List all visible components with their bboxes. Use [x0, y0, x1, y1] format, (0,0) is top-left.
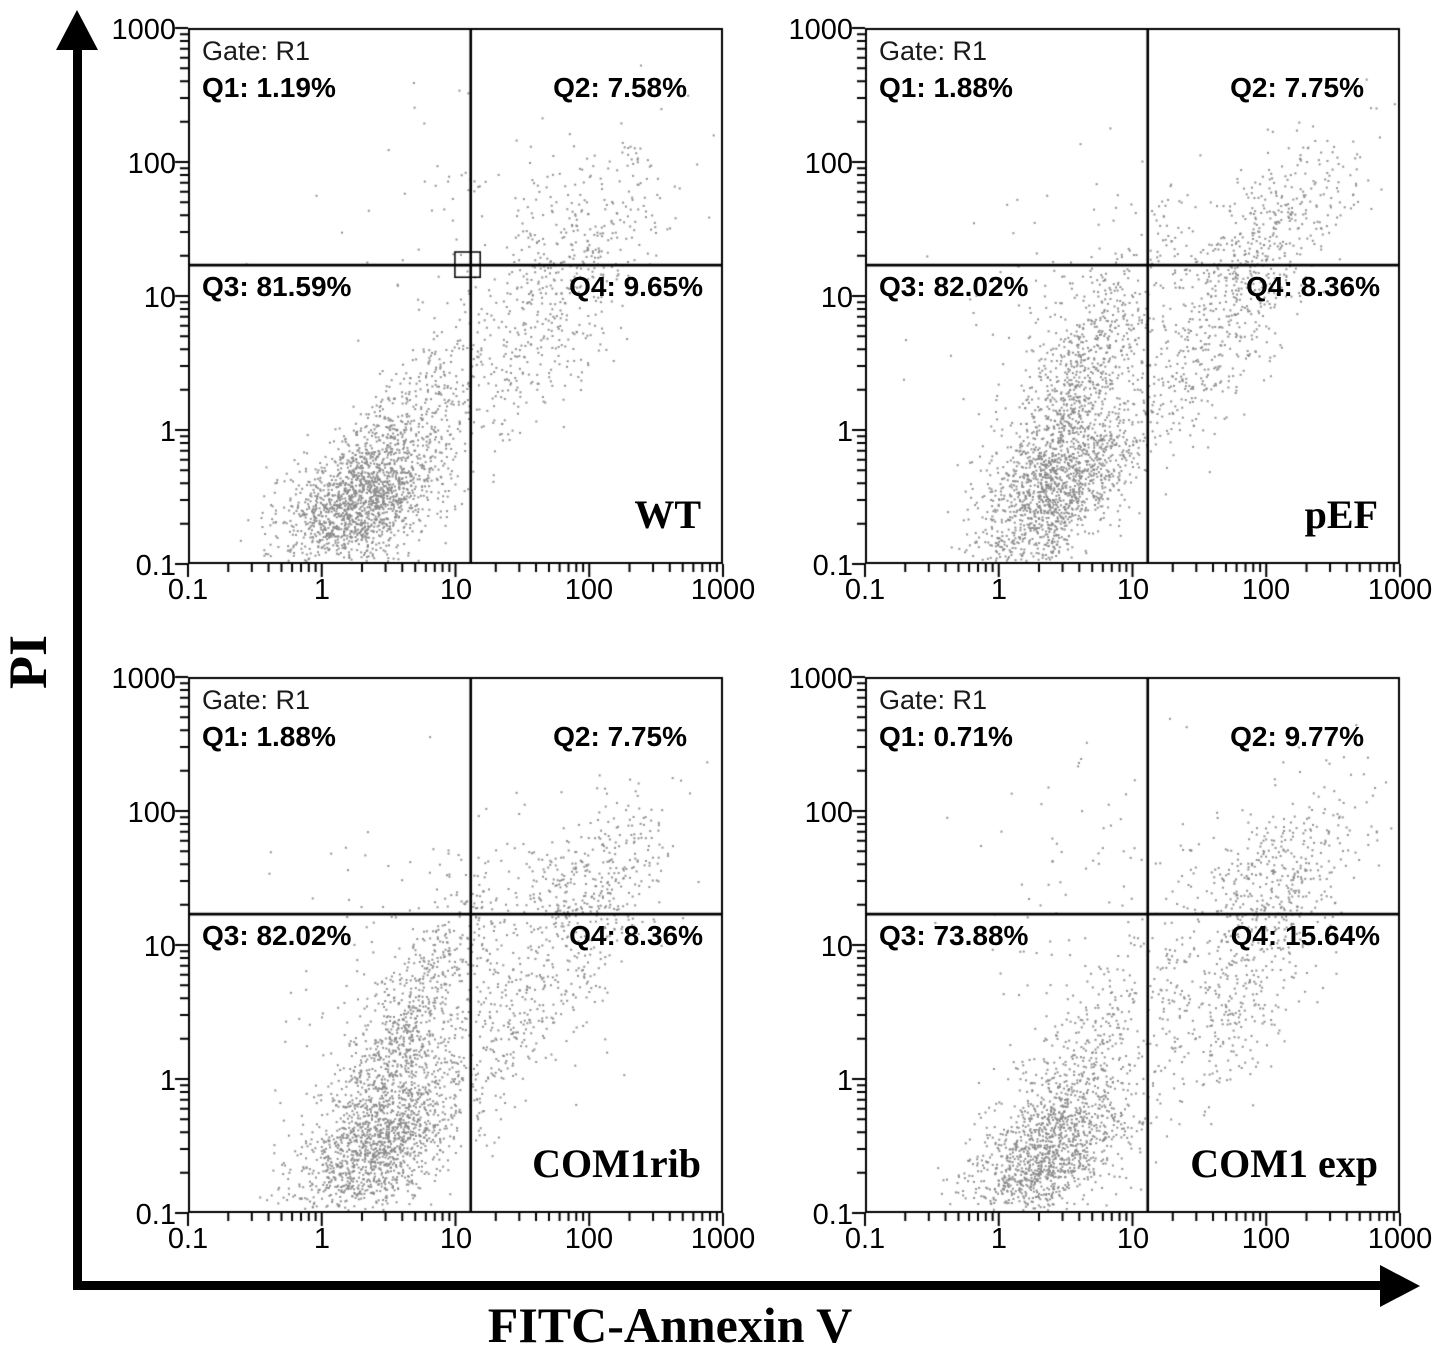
scatter-canvas-com1exp: [849, 675, 1402, 1229]
facs-panel-wt: 1000 100 10 1 0.1 0.1 1 10 100 1000 Gate…: [111, 14, 755, 606]
y-tick-label: 1: [159, 416, 176, 448]
x-tick-label: 0.1: [167, 574, 209, 606]
panel-title: pEF: [1304, 492, 1378, 537]
facs-panel-com1rib: 1000 100 10 1 0.1 0.1 1 10 100 1000 Gate…: [111, 663, 755, 1255]
x-tick-label: 1: [990, 574, 1008, 606]
quadrant-label-q2: Q2: 7.58%: [553, 72, 687, 103]
y-tick-label: 1: [836, 1065, 853, 1097]
y-axis-title: PI: [0, 635, 58, 689]
x-tick-label: 0.1: [167, 1223, 209, 1255]
y-tick-label: 1000: [788, 14, 853, 46]
x-tick-label: 1: [313, 1223, 331, 1255]
quadrant-label-q3: Q3: 81.59%: [202, 271, 352, 302]
y-tick-label: 0.1: [812, 550, 853, 582]
quadrant-label-q2: Q2: 7.75%: [553, 721, 687, 752]
quadrant-label-q4: Q4: 8.36%: [569, 920, 703, 951]
y-axis-arrow-shaft: [73, 44, 82, 1288]
panel-title: COM1rib: [532, 1141, 701, 1186]
quadrant-label-q2: Q2: 9.77%: [1230, 721, 1364, 752]
y-tick-label: 100: [804, 148, 853, 180]
x-tick-label: 0.1: [844, 574, 886, 606]
quadrant-label-q3: Q3: 82.02%: [202, 920, 352, 951]
quadrant-label-q2: Q2: 7.75%: [1230, 72, 1364, 103]
y-tick-label: 1: [836, 416, 853, 448]
y-tick-label: 10: [143, 282, 176, 314]
x-tick-label: 10: [439, 574, 473, 606]
scatter-canvas-wt: [172, 26, 725, 580]
gate-label: Gate: R1: [879, 685, 988, 715]
quadrant-label-q1: Q1: 1.88%: [202, 721, 336, 752]
facs-panel-com1exp: 1000 100 10 1 0.1 0.1 1 10 100 1000 Gate…: [788, 663, 1432, 1255]
y-tick-label: 10: [143, 931, 176, 963]
gate-label: Gate: R1: [879, 36, 988, 66]
quadrant-label-q3: Q3: 73.88%: [879, 920, 1029, 951]
y-tick-label: 0.1: [135, 1199, 176, 1231]
y-tick-label: 1000: [788, 663, 853, 695]
gate-label: Gate: R1: [202, 36, 311, 66]
x-tick-label: 10: [439, 1223, 473, 1255]
facs-panel-pef: 1000 100 10 1 0.1 0.1 1 10 100 1000 Gate…: [788, 14, 1432, 606]
scatter-canvas-com1rib: [172, 675, 725, 1229]
y-tick-label: 10: [820, 931, 853, 963]
x-tick-label: 0.1: [844, 1223, 886, 1255]
quadrant-label-q1: Q1: 1.88%: [879, 72, 1013, 103]
x-tick-label: 1000: [1367, 1223, 1433, 1255]
x-tick-label: 100: [564, 1223, 614, 1255]
x-tick-label: 10: [1116, 574, 1150, 606]
x-tick-label: 1000: [690, 1223, 756, 1255]
y-tick-label: 10: [820, 282, 853, 314]
quadrant-label-q1: Q1: 0.71%: [879, 721, 1013, 752]
quadrant-label-q4: Q4: 9.65%: [569, 271, 703, 302]
y-tick-label: 0.1: [135, 550, 176, 582]
x-tick-label: 1: [313, 574, 331, 606]
quadrant-label-q4: Q4: 15.64%: [1230, 920, 1380, 951]
y-tick-label: 1: [159, 1065, 176, 1097]
y-tick-label: 100: [804, 797, 853, 829]
quadrant-label-q1: Q1: 1.19%: [202, 72, 336, 103]
x-tick-label: 1000: [1367, 574, 1433, 606]
x-tick-label: 100: [564, 574, 614, 606]
x-axis-title: FITC-Annexin V: [487, 1297, 853, 1353]
panel-title: COM1 exp: [1190, 1141, 1378, 1186]
y-tick-label: 1000: [111, 14, 176, 46]
x-tick-label: 1: [990, 1223, 1008, 1255]
x-tick-label: 100: [1241, 574, 1291, 606]
y-axis-arrowhead-icon: [56, 10, 98, 50]
y-tick-label: 100: [127, 148, 176, 180]
quadrant-label-q3: Q3: 82.02%: [879, 271, 1029, 302]
y-tick-label: 100: [127, 797, 176, 829]
x-axis-arrow-shaft: [73, 1281, 1383, 1290]
quadrant-label-q4: Q4: 8.36%: [1246, 271, 1380, 302]
x-tick-label: 10: [1116, 1223, 1150, 1255]
x-tick-label: 1000: [690, 574, 756, 606]
gate-label: Gate: R1: [202, 685, 311, 715]
scatter-canvas-pef: [849, 26, 1402, 580]
x-axis-arrowhead-icon: [1380, 1265, 1420, 1307]
x-tick-label: 100: [1241, 1223, 1291, 1255]
y-tick-label: 1000: [111, 663, 176, 695]
panel-title: WT: [634, 492, 701, 537]
y-tick-label: 0.1: [812, 1199, 853, 1231]
